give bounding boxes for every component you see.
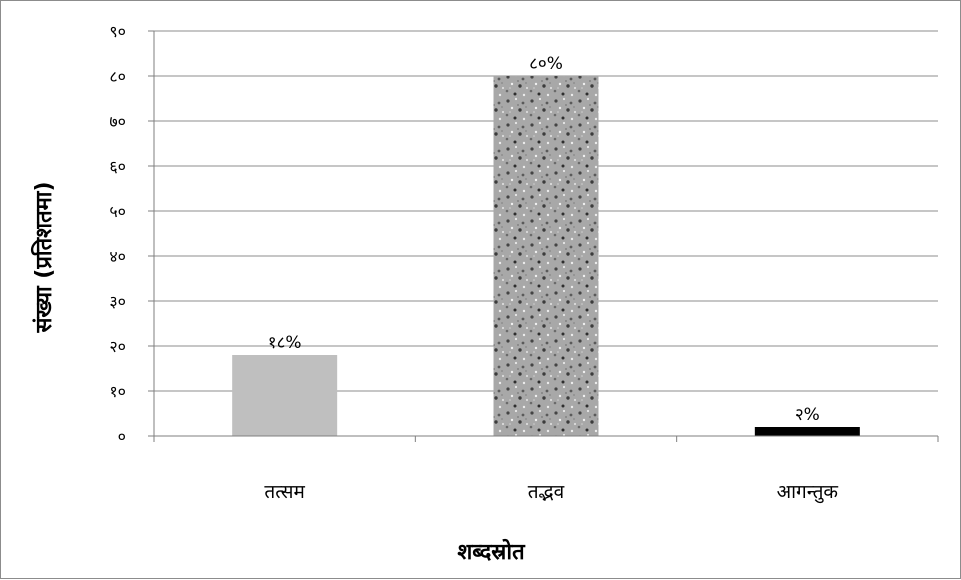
- y-tick-label: ३०: [109, 292, 126, 311]
- x-axis-title: शब्दस्रोत: [457, 538, 526, 565]
- y-tick-label: ५०: [109, 202, 126, 221]
- bar: [493, 76, 599, 436]
- y-tick-label: ८०: [109, 67, 126, 86]
- y-tick-label: ९०: [109, 22, 126, 41]
- x-tick-label: आगन्तुक: [777, 481, 839, 504]
- y-tick-label: ७०: [109, 112, 126, 131]
- y-tick-label: २०: [109, 337, 126, 356]
- y-tick-label: १०: [109, 382, 126, 401]
- x-tick-label: तत्सम: [264, 481, 305, 503]
- y-tick-label: ६०: [109, 157, 126, 176]
- y-tick-label: ४०: [109, 247, 126, 266]
- y-axis-title: संख्या (प्रतिशतमा): [30, 181, 57, 333]
- x-tick-label: तद्भव: [528, 481, 565, 503]
- data-label: १८%: [268, 333, 302, 353]
- y-tick-label: ०: [118, 427, 126, 446]
- bar: [754, 427, 860, 436]
- data-label: २%: [795, 405, 820, 425]
- bar: [232, 355, 338, 436]
- data-label: ८०%: [529, 54, 563, 74]
